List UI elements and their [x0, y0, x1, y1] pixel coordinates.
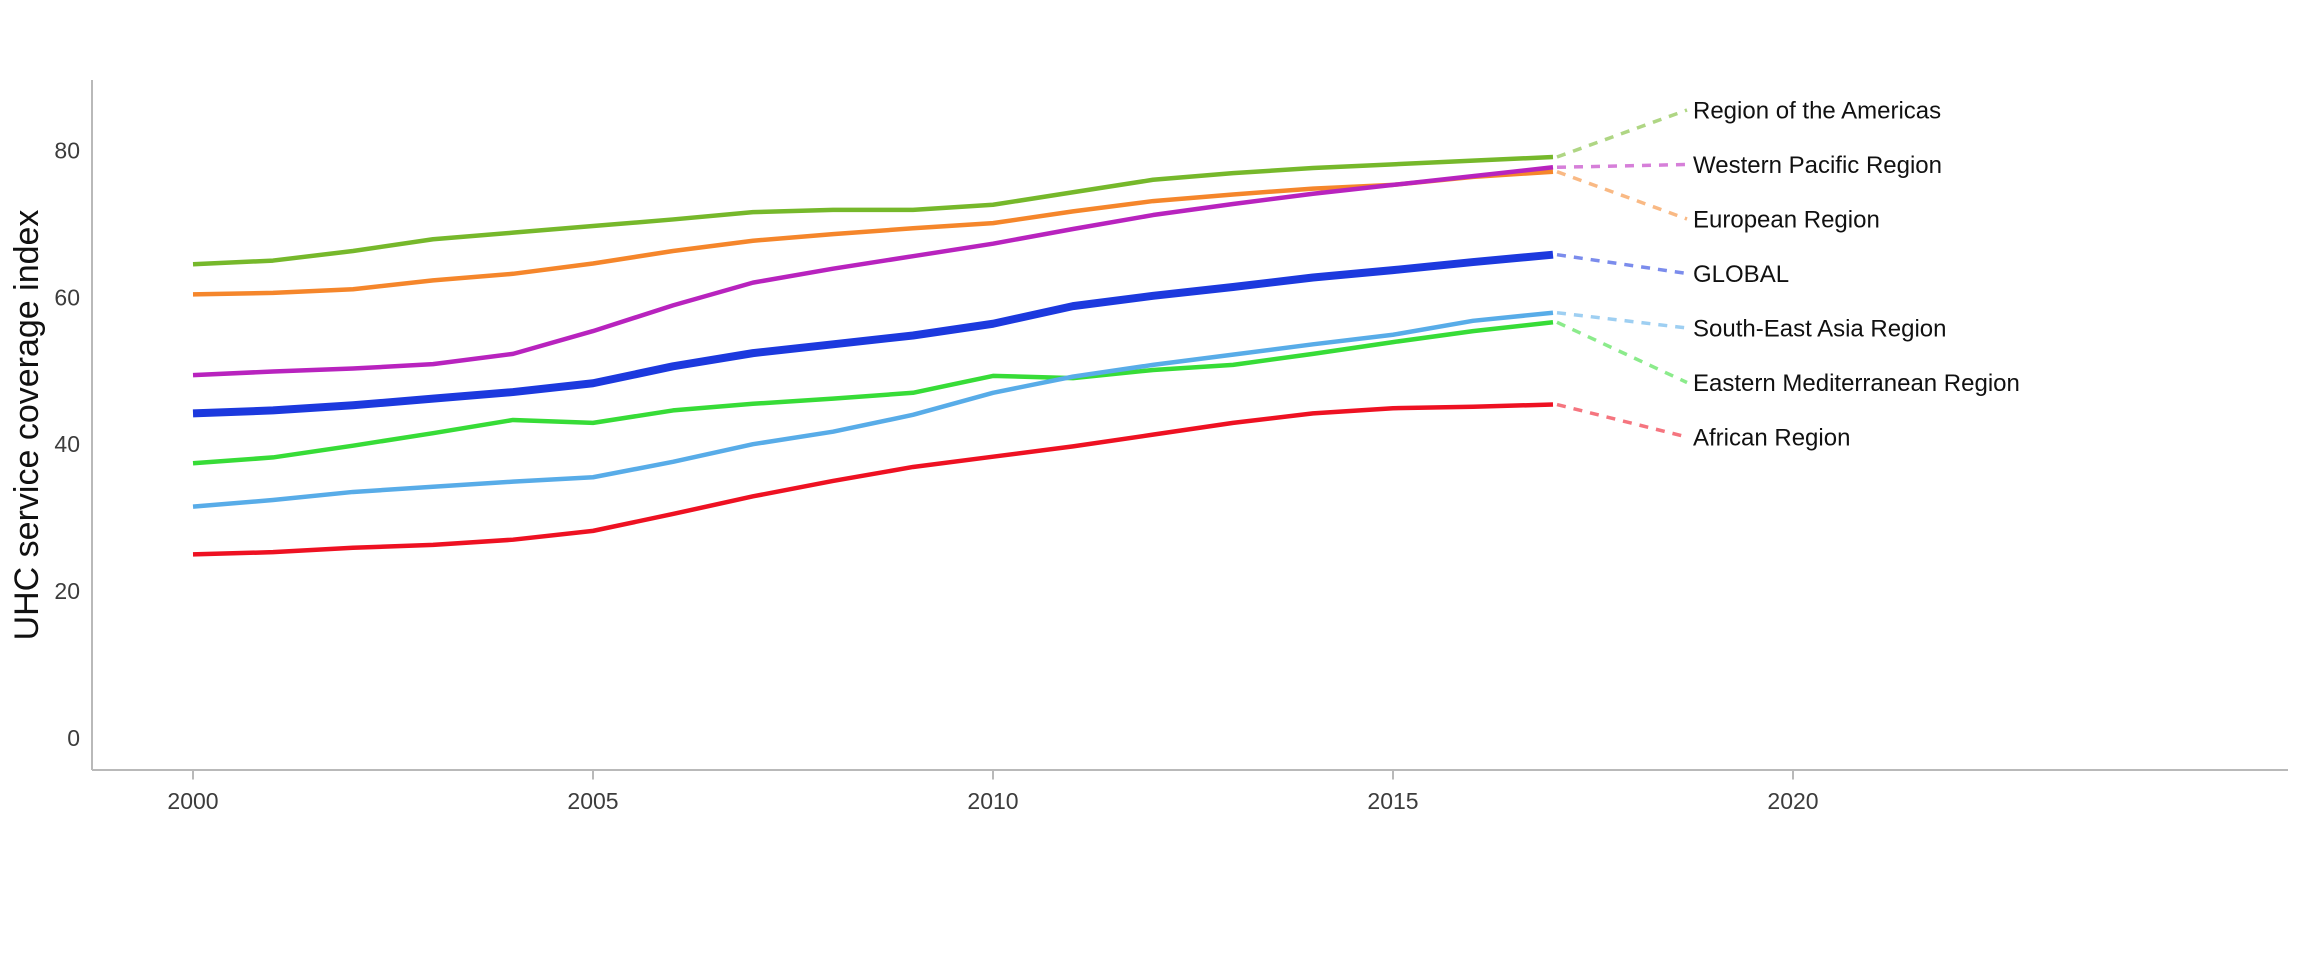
- line-region-of-the-americas: [192, 154, 1554, 267]
- leader-global: [1556, 252, 1688, 276]
- line-global: [192, 250, 1554, 418]
- legend-label-region-of-the-americas: Region of the Americas: [1693, 98, 1941, 125]
- x-tick-label-2000: 2000: [167, 788, 218, 814]
- line-eastern-mediterranean-region: [192, 320, 1554, 466]
- leader-eastern-mediterranean-region: [1556, 320, 1688, 385]
- y-tick-label-20: 20: [54, 578, 80, 604]
- series-lines: [192, 154, 1554, 557]
- legend-label-western-pacific-region: Western Pacific Region: [1693, 152, 1942, 179]
- x-tick-label-2010: 2010: [967, 788, 1018, 814]
- y-tick-label-0: 0: [67, 725, 80, 751]
- legend-label-global: GLOBAL: [1693, 261, 1789, 288]
- leader-african-region: [1556, 402, 1688, 439]
- line-european-region: [192, 169, 1554, 297]
- legend-label-south-east-asia-region: South-East Asia Region: [1693, 316, 1947, 343]
- x-tick-label-2020: 2020: [1767, 788, 1818, 814]
- y-tick-label-80: 80: [54, 137, 80, 163]
- legend-label-european-region: European Region: [1693, 207, 1880, 234]
- legend-leader-lines: [1556, 108, 1688, 439]
- x-axis-tick-labels: 2000 2005 2010 2015 2020: [167, 788, 1818, 814]
- line-south-east-asia-region: [192, 310, 1554, 509]
- legend-label-african-region: African Region: [1693, 425, 1850, 452]
- y-axis-tick-labels: 0 20 40 60 80: [54, 137, 80, 751]
- x-axis-ticks: [192, 770, 1794, 780]
- x-tick-label-2005: 2005: [567, 788, 618, 814]
- legend-labels: Region of the Americas Western Pacific Re…: [1693, 98, 2020, 452]
- line-african-region: [192, 402, 1554, 557]
- legend-label-eastern-mediterranean-region: Eastern Mediterranean Region: [1693, 370, 2020, 397]
- y-tick-label-60: 60: [54, 284, 80, 310]
- leader-region-of-the-americas: [1556, 108, 1688, 159]
- y-tick-label-40: 40: [54, 431, 80, 457]
- leader-european-region: [1556, 170, 1688, 221]
- y-axis-title: UHC service coverage index: [8, 210, 46, 641]
- line-western-pacific-region: [192, 165, 1554, 378]
- leader-south-east-asia-region: [1556, 310, 1688, 330]
- x-tick-label-2015: 2015: [1367, 788, 1418, 814]
- leader-western-pacific-region: [1556, 162, 1688, 170]
